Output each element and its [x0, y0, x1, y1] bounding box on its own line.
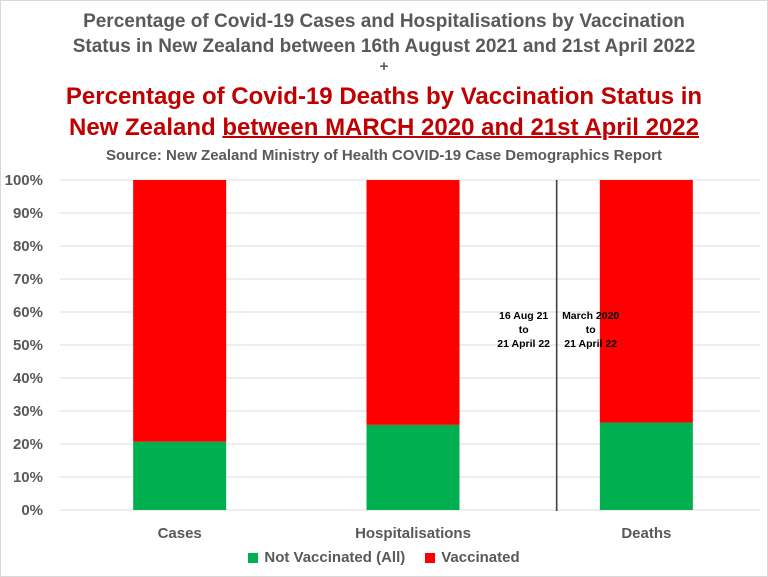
y-tick-label: 80% [13, 238, 43, 255]
legend-item-not-vaccinated: Not Vaccinated (All) [248, 549, 405, 566]
y-tick-label: 10% [13, 469, 43, 486]
bar-not-vaccinated-deaths [599, 422, 693, 510]
y-tick-label: 20% [13, 436, 43, 453]
y-tick-label: 90% [13, 205, 43, 222]
period-annotation-text: to [519, 324, 529, 336]
legend: Not Vaccinated (All) Vaccinated [0, 549, 768, 566]
x-tick-label: Cases [158, 525, 202, 542]
bar-vaccinated-hospitalisations [366, 180, 460, 425]
y-tick-label: 0% [21, 502, 43, 519]
x-tick-label: Deaths [621, 525, 671, 542]
chart-title-line-2: Status in New Zealand between 16th Augus… [72, 36, 696, 57]
chart-title-line-4: New Zealand between MARCH 2020 and 21st … [0, 113, 768, 143]
legend-label-not-vaccinated: Not Vaccinated (All) [264, 549, 406, 566]
x-tick-label: Hospitalisations [355, 525, 471, 542]
legend-item-vaccinated: Vaccinated [425, 549, 520, 566]
period-annotation-text: 16 Aug 21 [499, 310, 548, 322]
legend-swatch-not-vaccinated [248, 552, 259, 563]
y-tick-label: 60% [13, 304, 43, 321]
bar-not-vaccinated-cases [133, 441, 227, 510]
bar-not-vaccinated-hospitalisations [366, 424, 460, 510]
chart-title-line-4-a: New Zealand [69, 114, 223, 141]
y-tick-label: 70% [13, 271, 43, 288]
bar-vaccinated-deaths [599, 180, 693, 423]
period-annotation-text: 21 April 22 [564, 338, 617, 350]
y-tick-label: 40% [13, 370, 43, 387]
chart-title-line-1: Percentage of Covid-19 Cases and Hospita… [83, 11, 685, 32]
period-annotation-text: March 2020 [562, 310, 619, 322]
period-annotation-text: 21 April 22 [497, 338, 550, 350]
legend-label-vaccinated: Vaccinated [441, 549, 520, 566]
y-tick-label: 50% [13, 337, 43, 354]
chart-title-line-3: Percentage of Covid-19 Deaths by Vaccina… [65, 83, 703, 110]
y-tick-label: 30% [13, 403, 43, 420]
bar-vaccinated-cases [133, 180, 227, 442]
chart-title-plus: + [379, 58, 389, 75]
chart-subtitle: Source: New Zealand Ministry of Health C… [106, 147, 662, 164]
y-tick-label: 100% [5, 172, 43, 189]
period-annotation-text: to [586, 324, 596, 336]
legend-swatch-vaccinated [425, 552, 436, 563]
chart-title-line-4-underlined: between MARCH 2020 and 21st April 2022 [222, 114, 699, 141]
